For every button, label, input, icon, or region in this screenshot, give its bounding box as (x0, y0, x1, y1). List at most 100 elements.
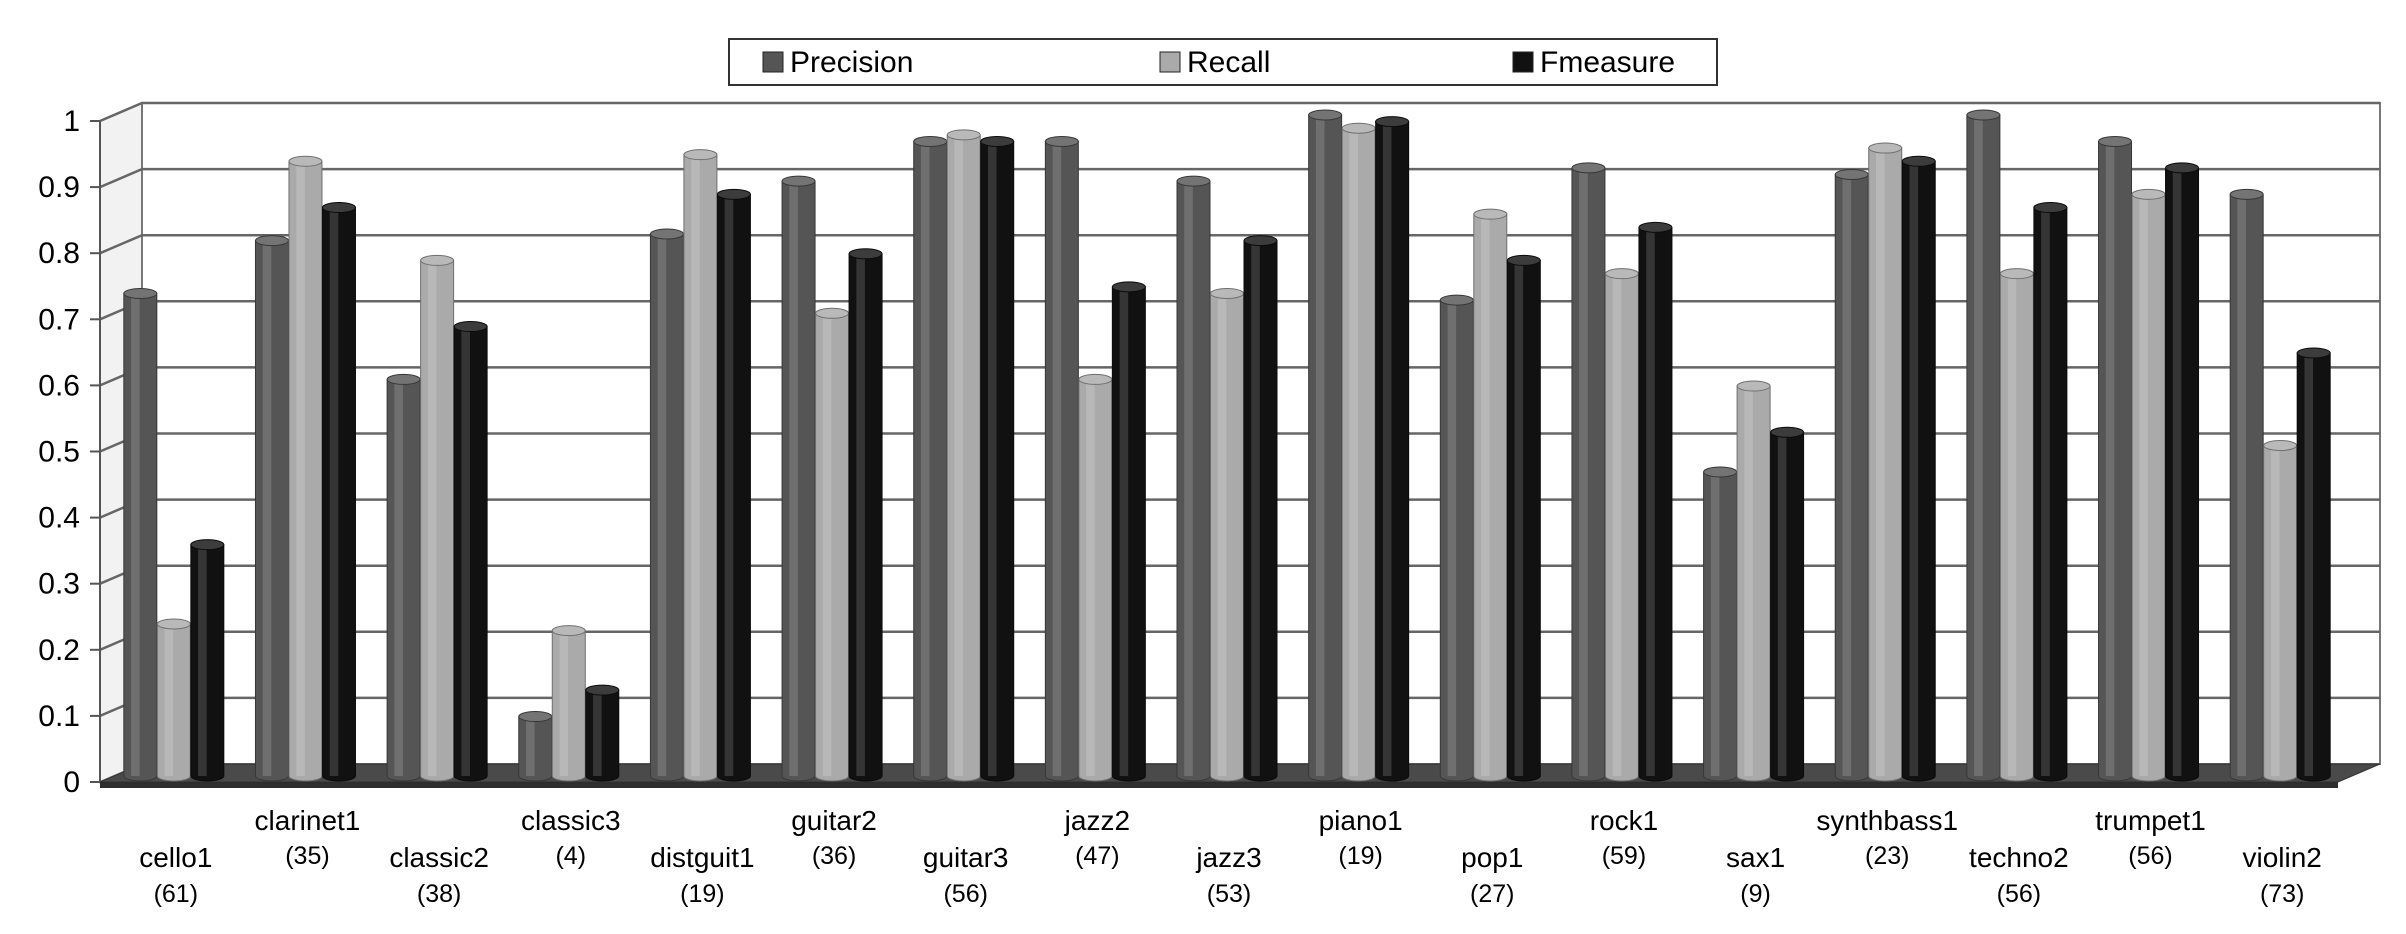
bar-body (1473, 213, 1508, 782)
bar-cap (683, 149, 718, 161)
bar-highlight (526, 716, 535, 776)
bar-highlight (1842, 174, 1852, 777)
bar-highlight (1315, 115, 1325, 776)
x-category-count: (56) (2128, 842, 2172, 870)
bar-body (1736, 385, 1771, 782)
bar-body (1243, 240, 1278, 782)
bar-distguit1-precision (649, 228, 684, 782)
bar-highlight (593, 690, 602, 776)
bar-cap (2296, 347, 2331, 359)
x-category-count: (27) (1470, 880, 1514, 908)
bar-highlight (461, 326, 470, 776)
legend-swatch (1159, 51, 1181, 73)
bar-body (123, 292, 158, 782)
legend-label: Precision (790, 46, 913, 79)
bar-body (386, 378, 421, 782)
bar-body (585, 689, 620, 782)
bar-cap (156, 618, 191, 630)
bar-highlight (2172, 167, 2182, 776)
x-category-count: (38) (417, 880, 461, 908)
bar-jazz2-recall (1078, 373, 1113, 782)
bar-body (1375, 121, 1410, 782)
bar-highlight (1612, 273, 1622, 776)
bar-body (1210, 292, 1244, 782)
bar-highlight (1251, 240, 1260, 777)
x-category-count: (47) (1075, 842, 1119, 870)
bar-violin2-precision (2229, 188, 2264, 782)
bar-cap (1111, 281, 1146, 293)
x-category-count: (61) (154, 880, 198, 908)
legend-label: Fmeasure (1540, 46, 1675, 79)
bar-highlight (2270, 445, 2280, 776)
bar-cap (2033, 202, 2068, 214)
bar-highlight (1974, 115, 1983, 776)
y-tick-label: 0 (63, 766, 80, 799)
bar-cap (254, 235, 289, 247)
floor-edge (100, 782, 2338, 788)
bar-cap (585, 684, 620, 696)
y-tick-label: 0.2 (38, 634, 80, 667)
legend-box (728, 38, 1718, 86)
gridline (99, 101, 2380, 123)
x-axis-category-labels: cello1 (61) clarinet1 (35) classic2 (38) class… (139, 805, 2322, 908)
bar-body (518, 716, 553, 782)
bar-cap (2263, 440, 2298, 451)
bar-cap (1176, 175, 1211, 187)
y-tick-label: 0.6 (38, 369, 80, 402)
x-category-count: (59) (1602, 842, 1646, 870)
bar-highlight (1579, 167, 1588, 776)
bar-cap (1210, 287, 1244, 299)
bar-cap (1308, 109, 1343, 121)
gridline (99, 233, 2380, 255)
x-category-label: pop1 (1461, 842, 1523, 873)
bar-body (1111, 286, 1146, 782)
y-tick-label: 0.4 (38, 502, 80, 535)
bar-highlight (987, 141, 997, 776)
bar-highlight (329, 207, 339, 777)
bar-body (1999, 273, 2034, 782)
bar-cap (1868, 142, 1903, 154)
x-category-count: (35) (285, 842, 329, 870)
bar-cap (1834, 168, 1869, 180)
x-category-count: (36) (812, 842, 856, 870)
bar-highlight (1777, 432, 1787, 776)
bar-cap (386, 373, 421, 385)
x-category-count: (19) (1338, 842, 1382, 870)
bar-pop1-fmeasure (1506, 254, 1541, 782)
bar-cap (190, 539, 225, 551)
bar-rock1-fmeasure (1638, 221, 1673, 782)
bar-body (649, 233, 684, 782)
bar-highlight (2237, 194, 2247, 776)
bar-distguit1-fmeasure (716, 188, 751, 782)
bar-body (946, 134, 981, 782)
legend-label: Recall (1187, 46, 1270, 79)
bar-guitar2-precision (781, 175, 816, 782)
bar-body (321, 207, 356, 782)
x-category-label: sax1 (1726, 842, 1785, 873)
bar-cello1-precision (123, 287, 158, 782)
x-category-count: (56) (1997, 880, 2041, 908)
bar-highlight (2304, 352, 2314, 776)
bar-distguit1-recall (683, 149, 718, 782)
bar-sax1-precision (1703, 466, 1738, 782)
bar-cap (980, 135, 1015, 147)
bar-highlight (427, 260, 437, 776)
bar-body (156, 623, 191, 782)
bar-cap (913, 135, 948, 147)
bar-clarinet1-fmeasure (321, 202, 356, 782)
bar-body (815, 312, 850, 782)
bar-highlight (1184, 181, 1193, 777)
bar-highlight (856, 253, 865, 776)
y-tick-label: 0.3 (38, 568, 80, 601)
bar-highlight (1052, 141, 1062, 776)
bar-highlight (1646, 227, 1655, 776)
x-category-label: techno2 (1969, 842, 2069, 873)
y-tick-label: 0.5 (38, 436, 80, 469)
bar-jazz3-precision (1176, 175, 1211, 782)
bar-body (190, 544, 225, 782)
bar-cap (1770, 426, 1805, 438)
gridline (99, 167, 2380, 189)
bar-body (1638, 226, 1673, 782)
bar-highlight (2105, 141, 2115, 776)
bar-pop1-recall (1473, 208, 1508, 782)
